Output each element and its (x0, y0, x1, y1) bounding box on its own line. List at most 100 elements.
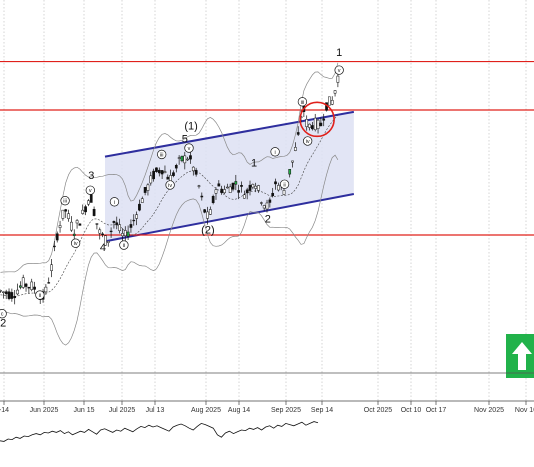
candle-body (149, 175, 153, 184)
roman-marker-circle (85, 185, 95, 195)
candle-body (19, 285, 22, 288)
candle-body (197, 185, 201, 187)
candle-body (200, 195, 204, 198)
candle-body (146, 184, 150, 191)
candle-body (311, 125, 314, 130)
candle-body (155, 167, 158, 172)
candle-body (112, 221, 116, 223)
roman-wave-marker: i (270, 147, 280, 157)
x-tick-label: Oct 10 (401, 407, 422, 414)
candle-body (98, 229, 102, 234)
roman-marker-circle (303, 136, 313, 146)
roman-wave-label: iv (168, 183, 172, 189)
candle-body (265, 202, 269, 210)
candle-body (152, 170, 155, 180)
roman-wave-label: v (338, 68, 341, 74)
x-tick-label: Aug 14 (228, 407, 250, 414)
candle-body (24, 283, 28, 287)
candle-body (282, 190, 286, 195)
roman-wave-marker: iv (165, 180, 175, 190)
candle-body (89, 194, 93, 203)
candle-body (186, 158, 189, 161)
x-tick-label: Sep 14 (311, 407, 333, 414)
candle-body (33, 286, 36, 290)
roman-wave-marker: iv (70, 238, 81, 248)
candle-body (277, 185, 280, 191)
candle-body (172, 172, 175, 176)
candle-body (16, 289, 19, 295)
candle-body (44, 286, 48, 293)
x-tick-label: -14 (0, 407, 9, 414)
wave-label: 5 (182, 133, 188, 145)
candle-body (251, 184, 255, 188)
candle-body (27, 287, 31, 289)
candle-body (166, 176, 170, 180)
roman-marker-circle (157, 149, 167, 160)
roman-wave-marker: v (334, 65, 344, 75)
roman-marker-circle (109, 197, 120, 207)
roman-wave-label: v (89, 188, 92, 194)
roman-marker-circle (270, 147, 280, 157)
target-circle (299, 101, 335, 138)
candle-body (225, 186, 229, 189)
candle-body (203, 209, 206, 213)
trend-channel (104, 110, 355, 243)
candle-body (294, 147, 297, 151)
candle-body (30, 281, 34, 290)
buy-signal[interactable] (506, 334, 534, 378)
roman-marker-circle (35, 290, 45, 300)
candle-body (118, 224, 121, 231)
candle-body (50, 264, 53, 271)
roman-marker-circle (70, 238, 81, 248)
roman-marker-circle (334, 65, 344, 75)
roman-wave-marker: ii (119, 240, 129, 250)
candle-body (291, 160, 294, 163)
candle-body (245, 189, 249, 194)
roman-wave-marker: iii (157, 149, 167, 160)
candle-body (75, 220, 79, 224)
candle-body (138, 203, 141, 211)
roman-marker-circle (0, 309, 7, 319)
roman-wave-label: i (274, 150, 275, 156)
candle-body (194, 169, 198, 175)
candle-body (157, 169, 161, 174)
wave-label: 1 (251, 157, 257, 169)
candle-body (135, 214, 138, 219)
candle-body (67, 213, 70, 219)
candle-body (237, 190, 241, 193)
roman-marker-circle (119, 240, 129, 250)
roman-wave-label: i (114, 200, 115, 206)
candle-body (231, 182, 235, 190)
roman-marker-circle (60, 196, 70, 206)
x-tick-label: Oct 2025 (364, 407, 393, 414)
roman-wave-label: ii (283, 182, 285, 188)
candle-body (140, 198, 144, 203)
candle-body (254, 185, 258, 189)
x-tick-label: Oct 17 (426, 407, 447, 414)
wave-label: 4 (100, 242, 106, 254)
candle-body (55, 233, 59, 241)
roman-marker-circle (279, 179, 290, 189)
roman-wave-marker: i (109, 197, 120, 207)
candle-body (248, 184, 252, 191)
candle-body (7, 291, 11, 299)
candle-body (242, 194, 246, 199)
candle-body (95, 223, 99, 225)
up-arrow-icon (512, 342, 532, 370)
candle-body (87, 200, 90, 205)
wave-label: 2 (0, 318, 6, 330)
roman-wave-label: iv (74, 241, 78, 247)
candle-body (259, 202, 263, 204)
wave-label: (2) (201, 224, 214, 236)
lower-band (0, 154, 339, 346)
oscillator-line (0, 421, 319, 442)
candle-body (336, 75, 340, 83)
roman-wave-label: iii (63, 199, 67, 205)
candle-body (53, 245, 56, 248)
candle-body (84, 206, 87, 213)
candle-body (129, 224, 133, 228)
wave-label: 3 (88, 170, 94, 182)
